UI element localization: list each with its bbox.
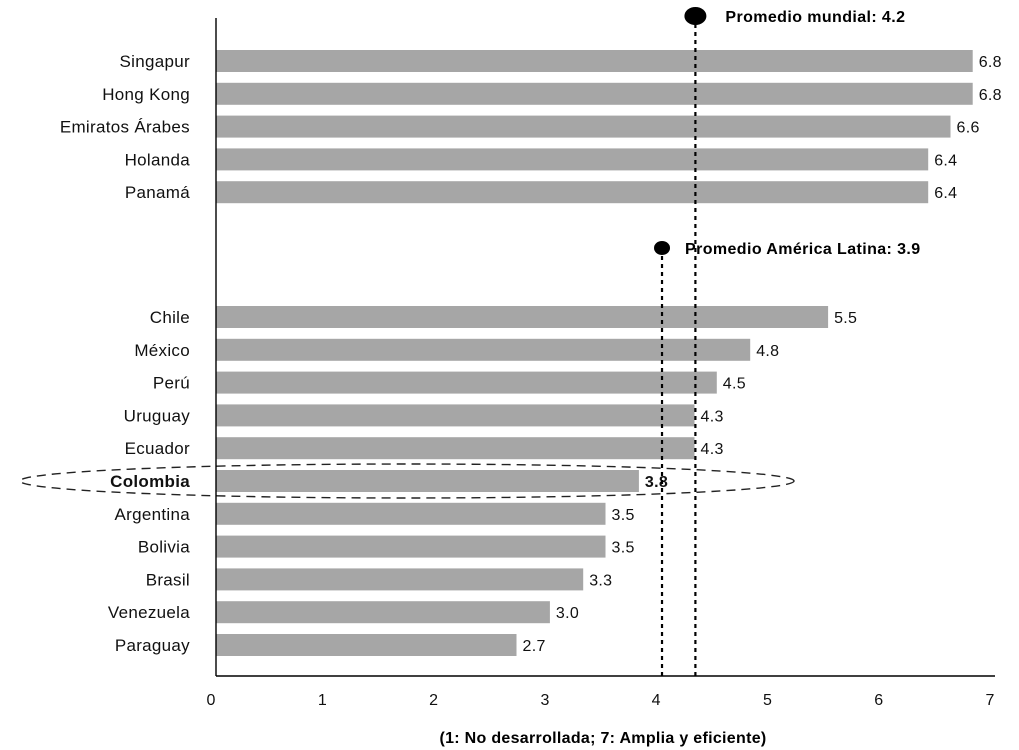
value-label-holanda: 6.4 [934,152,957,169]
world-average-marker [684,7,707,25]
highlight-ellipse [19,463,795,499]
category-label-uruguay: Uruguay [124,406,191,425]
category-label-bolivia: Bolivia [138,538,190,557]
value-label-panama: 6.4 [934,185,957,202]
value-label-chile: 5.5 [834,310,857,327]
value-label-hong-kong: 6.8 [979,87,1002,104]
bar-hong-kong [216,82,973,105]
x-tick-7: 7 [986,692,995,709]
bar-emiratos-arabes [216,115,951,138]
bar-venezuela [216,601,550,624]
category-label-colombia: Colombia [110,472,190,491]
value-label-mexico: 4.8 [756,343,779,360]
category-label-peru: Perú [153,374,190,393]
bar-colombia [216,470,639,492]
category-label-paraguay: Paraguay [115,636,190,655]
value-label-uruguay: 4.3 [701,408,724,425]
category-label-chile: Chile [150,308,190,327]
world-average-label: Promedio mundial: 4.2 [725,9,905,26]
value-label-peru: 4.5 [723,376,746,393]
value-label-bolivia: 3.5 [612,540,635,557]
category-label-venezuela: Venezuela [108,603,190,622]
bar-ecuador [216,437,695,460]
x-tick-6: 6 [874,692,883,709]
category-label-holanda: Holanda [125,150,191,169]
value-label-singapur: 6.8 [979,54,1002,71]
reference-lines-layer: Promedio mundial: 4.2 Promedio América La… [654,7,921,676]
bar-argentina [216,502,606,525]
category-label-panama: Panamá [125,183,190,202]
bar-peru [216,371,717,394]
category-label-argentina: Argentina [115,505,191,524]
category-label-brasil: Brasil [146,570,190,589]
axis-layer: 0 1 2 3 4 5 6 7 [207,18,995,709]
category-label-hong-kong: Hong Kong [102,85,190,104]
value-label-emiratos-arabes: 6.6 [957,120,980,137]
category-label-ecuador: Ecuador [125,439,190,458]
bar-bolivia [216,535,606,558]
category-label-singapur: Singapur [120,52,190,71]
value-label-paraguay: 2.7 [523,638,546,655]
bar-paraguay [216,634,517,656]
bar-singapur [216,50,973,72]
bars-layer: Singapur 6.8 Hong Kong 6.8 Emiratos Árabes 6.… [19,50,1002,656]
value-label-colombia: 3.8 [645,474,668,491]
value-label-venezuela: 3.0 [556,605,579,622]
latam-average-label: Promedio América Latina: 3.9 [685,241,921,258]
x-tick-1: 1 [318,692,327,709]
bar-mexico [216,338,751,361]
x-tick-5: 5 [763,692,772,709]
value-label-ecuador: 4.3 [701,441,724,458]
value-label-brasil: 3.3 [589,572,612,589]
bar-chile [216,306,829,328]
bar-panama [216,181,929,204]
x-tick-2: 2 [429,692,438,709]
category-label-mexico: México [134,341,190,360]
bar-holanda [216,148,929,171]
x-axis-label: (1: No desarrollada; 7: Amplia y eficien… [439,730,766,747]
bar-brasil [216,568,584,591]
x-tick-3: 3 [540,692,549,709]
value-label-argentina: 3.5 [612,507,635,524]
bar-uruguay [216,404,695,427]
x-tick-0: 0 [207,692,216,709]
category-label-emiratos-arabes: Emiratos Árabes [60,118,190,137]
x-tick-4: 4 [652,692,661,709]
latam-average-marker [654,241,671,255]
